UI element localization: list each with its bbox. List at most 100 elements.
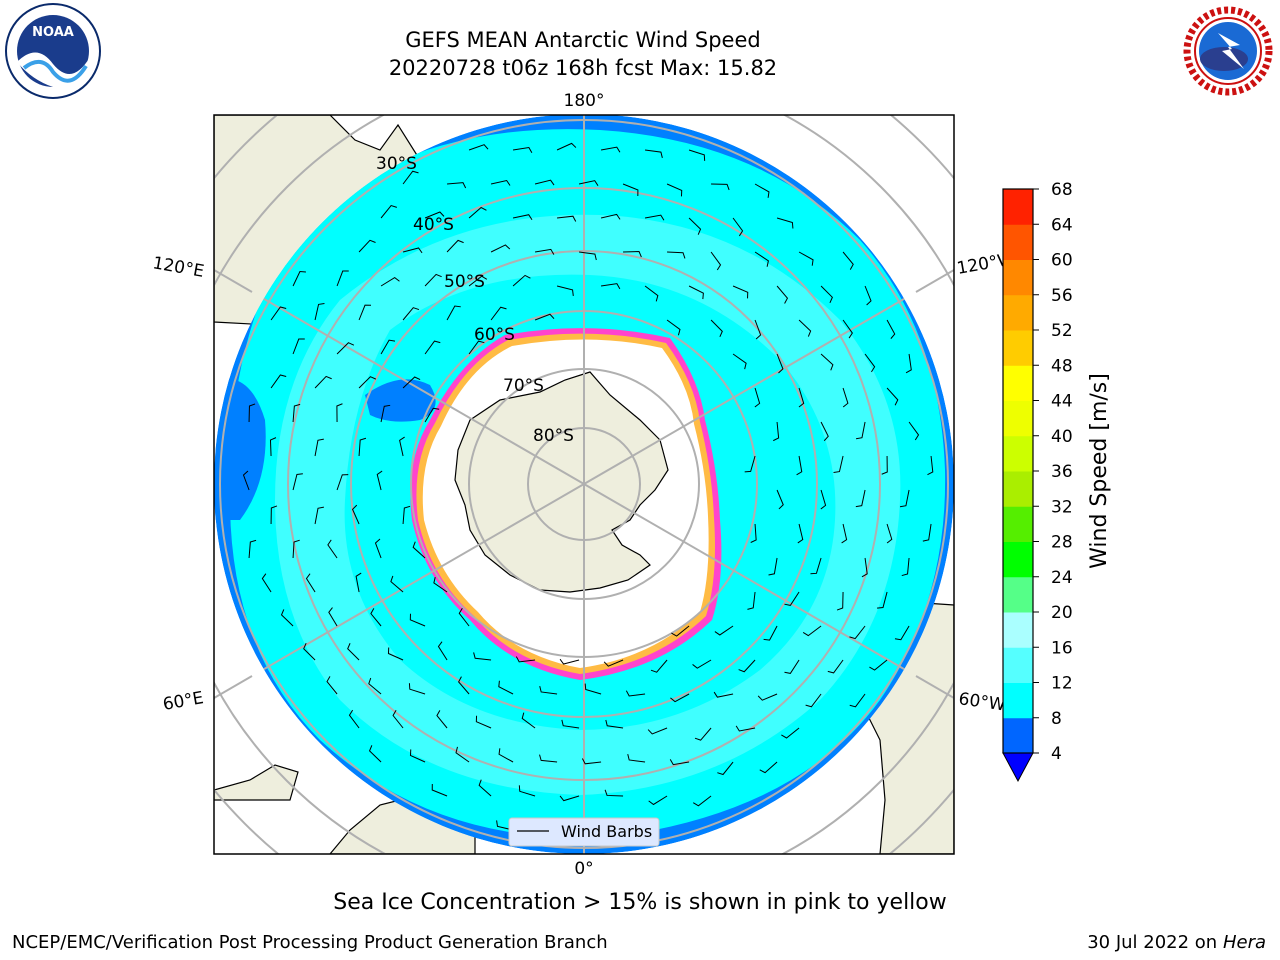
wind-barb — [409, 613, 426, 627]
colorbar-segment — [1003, 435, 1033, 472]
wind-barb — [539, 686, 558, 695]
wind-barb — [600, 146, 621, 153]
wind-barb — [446, 239, 464, 253]
wind-barb — [855, 489, 866, 508]
colorbar-segment — [1003, 647, 1033, 683]
wind-barb — [559, 795, 580, 802]
wind-barb — [776, 217, 794, 229]
wind-barb — [692, 659, 712, 669]
wind-barb — [754, 319, 762, 340]
lat-label-80s: 80°S — [533, 426, 574, 446]
wind-barb — [836, 591, 844, 611]
wind-barb — [842, 319, 853, 339]
colorbar-tick-label: 8 — [1051, 709, 1062, 729]
wind-barb — [604, 789, 624, 797]
wind-barb — [402, 376, 421, 389]
wind-barb — [280, 609, 294, 627]
colorbar-tick-label: 44 — [1051, 392, 1073, 412]
wind-barb — [390, 575, 404, 593]
wind-barb — [644, 214, 665, 221]
colorbar-segment — [1003, 330, 1033, 366]
wind-barb — [605, 719, 624, 729]
colorbar-tick-label: 12 — [1051, 674, 1073, 694]
colorbar-segment — [1003, 259, 1033, 296]
wind-barb — [927, 455, 934, 476]
colorbar-tick-label: 28 — [1051, 533, 1073, 553]
wind-barb — [899, 489, 910, 508]
wind-barb — [314, 302, 325, 321]
wind-barb — [559, 658, 580, 665]
wind-barb — [688, 217, 702, 235]
africa-land — [214, 764, 299, 801]
wind-barb — [374, 538, 382, 559]
wind-barb — [269, 437, 277, 457]
antarctica-land — [454, 371, 669, 593]
chart-subtitle: 20220728 t06z 168h fcst Max: 15.82 — [388, 56, 778, 80]
wind-barb — [261, 573, 272, 593]
wind-barb — [901, 557, 910, 577]
wind-barb — [644, 149, 663, 159]
colorbar-segment — [1003, 400, 1033, 437]
wind-barb — [759, 761, 778, 774]
wind-barb — [805, 693, 822, 708]
wind-barb — [763, 625, 778, 641]
wind-barb — [584, 683, 602, 695]
wind-barb — [644, 285, 659, 302]
wind-barb — [600, 213, 621, 220]
wind-barb — [409, 749, 426, 763]
wind-barb — [399, 436, 405, 457]
colorbar-tick-label: 48 — [1051, 356, 1073, 376]
wind-barb — [292, 403, 301, 423]
wind-barb — [922, 523, 932, 542]
wind-barb — [556, 142, 577, 151]
wind-barb — [710, 251, 722, 271]
wind-barb — [380, 204, 397, 219]
wind-barb — [402, 307, 420, 321]
lon-label-bottom: 0° — [574, 859, 593, 879]
wind-barb — [798, 251, 814, 266]
legend-label: Wind Barbs — [561, 822, 652, 841]
colorbar-segment — [1003, 717, 1033, 754]
colorbar-tick-label: 40 — [1051, 427, 1073, 447]
wind-barb — [797, 523, 804, 544]
wind-barb — [732, 217, 744, 237]
lat-label-30s: 30°S — [376, 154, 417, 174]
wind-barb — [303, 643, 316, 661]
wind-barb — [647, 727, 668, 735]
wind-barb — [376, 470, 383, 491]
wind-barb — [556, 285, 574, 296]
wind-barb — [820, 353, 834, 371]
wind-barb — [732, 353, 747, 370]
wind-barb — [667, 251, 686, 259]
wind-barb — [849, 693, 866, 708]
wind-barb — [869, 659, 888, 671]
wind-barb — [358, 304, 372, 321]
wind-barb — [458, 607, 470, 627]
wind-barb — [521, 712, 536, 729]
colorbar-segment — [1003, 576, 1033, 613]
wind-barb — [358, 376, 377, 389]
wind-barb — [248, 403, 256, 423]
wind-barb — [496, 820, 514, 831]
wind-barb — [861, 557, 868, 578]
wind-barb — [539, 754, 558, 763]
wind-barb — [437, 641, 448, 661]
wind-barb — [876, 591, 888, 609]
wind-barb — [468, 206, 487, 219]
wind-barb — [820, 285, 833, 304]
wind-barb — [326, 676, 338, 695]
wind-barb — [692, 795, 712, 807]
wind-barb — [841, 523, 848, 544]
wind-barb — [380, 404, 391, 423]
wind-barb — [842, 251, 854, 270]
wind-barb — [744, 455, 756, 473]
wind-barb — [671, 625, 690, 637]
wind-barb — [355, 572, 362, 593]
wind-barb — [798, 387, 805, 408]
lat-label-40s: 40°S — [413, 215, 454, 235]
colorbar-tick-label: 20 — [1051, 603, 1073, 623]
wind-barb — [473, 652, 492, 661]
wind-barb — [248, 539, 257, 559]
wind-barb — [732, 285, 749, 299]
wind-barb — [648, 795, 668, 806]
